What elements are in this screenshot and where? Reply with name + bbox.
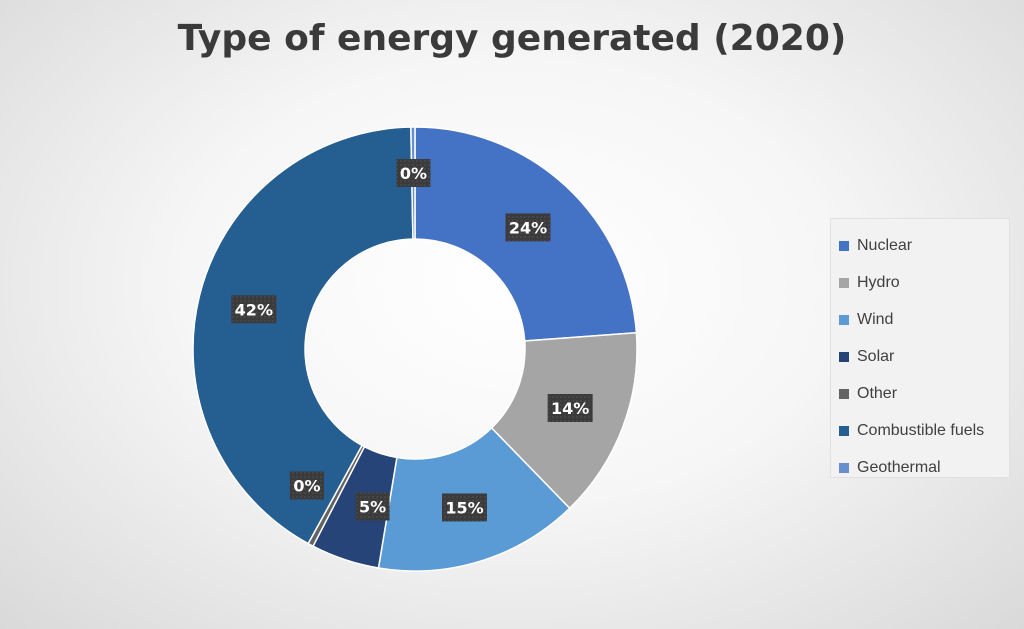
legend-label: Wind — [857, 310, 894, 328]
legend-label: Combustible fuels — [857, 421, 985, 439]
data-label-hydro: 14% — [547, 394, 593, 423]
legend-item-geothermal: Geothermal — [839, 449, 1009, 486]
legend-label: Nuclear — [857, 236, 913, 254]
legend-item-hydro: Hydro — [839, 264, 1009, 301]
legend-swatch — [839, 314, 849, 325]
legend-item-combustible-fuels: Combustible fuels — [839, 412, 1009, 449]
legend-label: Solar — [857, 347, 895, 365]
data-label-nuclear: 24% — [505, 213, 551, 242]
legend-swatch — [839, 462, 849, 473]
data-label-geothermal: 0% — [396, 159, 431, 188]
legend-swatch — [839, 351, 849, 362]
legend-label: Geothermal — [857, 458, 941, 476]
data-label-wind: 15% — [441, 493, 487, 522]
legend-label: Other — [857, 384, 898, 402]
svg-text:15%: 15% — [445, 498, 483, 517]
svg-text:0%: 0% — [293, 476, 320, 495]
svg-text:24%: 24% — [509, 218, 547, 237]
legend-swatch — [839, 388, 849, 399]
legend-swatch — [839, 277, 849, 288]
legend-item-solar: Solar — [839, 338, 1009, 375]
legend: Nuclear Hydro Wind Solar Other Combustible fu… — [830, 218, 1010, 478]
data-label-solar: 5% — [355, 492, 390, 521]
legend-label: Hydro — [857, 273, 900, 291]
legend-item-nuclear: Nuclear — [839, 227, 1009, 264]
legend-swatch — [839, 240, 849, 251]
chart-title: Type of energy generated (2020) — [177, 18, 847, 59]
slice-combustible-fuels — [192, 126, 414, 545]
svg-text:14%: 14% — [551, 399, 589, 418]
legend-item-wind: Wind — [839, 301, 1009, 338]
legend-swatch — [839, 425, 849, 436]
data-label-other: 0% — [289, 471, 324, 500]
data-label-combustible-fuels: 42% — [231, 295, 277, 324]
svg-text:5%: 5% — [359, 498, 386, 517]
svg-text:42%: 42% — [235, 300, 273, 319]
svg-text:0%: 0% — [400, 164, 427, 183]
legend-item-other: Other — [839, 375, 1009, 412]
